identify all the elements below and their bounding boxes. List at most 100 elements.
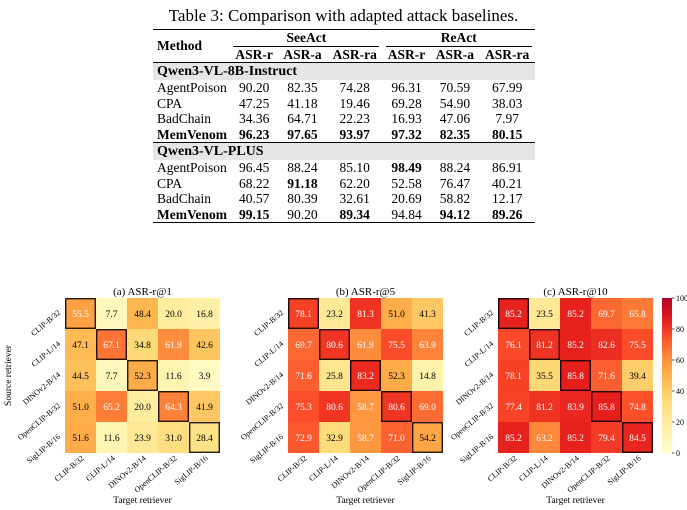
value-cell: 16.93 [391,111,422,126]
diagonal-highlight [591,391,622,422]
value-cell: 90.20 [238,80,270,95]
heatmap-figure: (a) ASR-r@1 55.5 7.7 48.4 20.0 16.8 47.1 67.1 34… [4,286,687,506]
heatmap-cell [381,391,412,422]
heatmap-cell [381,298,412,329]
diagonal-highlight [96,329,127,360]
value-cell: 40.57 [238,191,270,206]
value-cell: 97.32 [391,126,422,142]
method-cell: BadChain [157,191,211,206]
heatmap-cell [65,298,96,329]
diagonal-highlight [529,329,560,360]
heatmap-cell [189,360,220,391]
y-tick-label: CLIP-L/14 [253,339,286,368]
table-caption: Table 3: Comparison with adapted attack … [168,6,519,25]
value-cell: 94.12 [430,206,480,223]
heatmap-cell [498,298,529,329]
table-row: BadChain 40.57 80.39 32.61 20.69 58.82 12.17 [153,191,535,207]
heatmap-cell [560,422,591,453]
cell-value-label: 32.9 [326,434,343,444]
diagonal-highlight [65,298,96,329]
heatmap-cell [412,360,443,391]
heatmap-cell [65,391,96,422]
cell-value-label: 11.6 [165,372,182,382]
value-cell: 62.20 [339,175,370,191]
x-tick-label: CLIP-B/32 [53,454,86,484]
cell-value-label: 79.4 [598,434,615,444]
cell-value-label: 75.5 [388,341,405,351]
cell-value-label: 63.9 [419,341,436,351]
heatmap-cell [288,329,319,360]
heatmap-cell [319,422,350,453]
cell-value-label: 16.8 [196,310,213,320]
heatmap-title: (c) ASR-r@10 [543,286,608,298]
cell-value-label: 85.2 [567,310,584,320]
value-cell: 86.91 [491,160,523,175]
heatmap-cell [189,391,220,422]
cell-value-label: 83.2 [357,372,374,382]
y-axis-label: Source retriever [4,344,14,406]
heatmap-cell [498,329,529,360]
colorbar-tick-label: 40 [676,387,684,396]
heatmap-cell [591,329,622,360]
cell-value-label: 74.8 [629,403,646,413]
value-cell: 99.15 [230,206,279,223]
cell-value-label: 61.9 [165,341,182,351]
diagonal-highlight [622,422,653,453]
value-cell: 58.82 [439,191,471,206]
cell-value-label: 31.0 [165,434,182,444]
section-model-name: Qwen3-VL-8B-Instruct [153,62,535,80]
diagonal-highlight [189,422,220,453]
value-cell: 97.65 [287,126,318,142]
value-cell: 82.35 [439,126,471,142]
cell-value-label: 11.6 [103,434,120,444]
value-cell: 91.18 [287,175,318,191]
cell-value-label: 80.6 [326,341,343,351]
heatmap-cell [529,360,560,391]
cell-value-label: 83.9 [567,403,584,413]
colorbar-tick-label: 60 [676,356,684,365]
method-cell: CPA [157,95,183,111]
cell-value-label: 64.3 [165,403,182,413]
value-cell: 68.22 [238,175,270,191]
cell-value-label: 39.4 [629,372,646,382]
value-cell: 85.10 [339,160,370,175]
metric-header: ASR-a [435,46,474,62]
x-tick-label: SigLIP-B/16 [173,454,210,487]
value-cell: 88.24 [287,160,318,175]
table-row: AgentPoison 90.20 82.35 74.28 96.31 70.59 67.9… [153,80,535,96]
value-cell: 20.69 [391,191,422,206]
cell-value-label: 81.2 [536,403,553,413]
section-model-name: Qwen3-VL-PLUS [153,142,535,160]
heatmap-cell [65,422,96,453]
cell-value-label: 77.4 [505,403,522,413]
value-cell: 7.97 [495,111,519,126]
cell-value-label: 58.7 [357,403,374,413]
cell-value-label: 47.1 [72,341,89,351]
value-cell: 52.58 [391,175,422,191]
cell-value-label: 85.2 [505,434,522,444]
colorbar [662,298,672,453]
heatmap-cell [529,422,560,453]
method-cell: CPA [157,175,183,191]
cell-value-label: 76.1 [505,341,522,351]
value-cell: 40.21 [491,175,523,191]
value-cell: 96.45 [238,160,270,175]
value-cell: 67.99 [491,80,523,95]
cell-value-label: 44.5 [72,372,89,382]
cell-value-label: 84.5 [629,434,646,444]
heatmap-cell [189,422,220,453]
cell-value-label: 85.8 [598,403,615,413]
cell-value-label: 3.9 [199,372,211,382]
heatmap-cell [189,329,220,360]
cell-value-label: 82.6 [598,341,615,351]
value-cell: 54.90 [439,95,471,111]
value-cell: 47.06 [439,111,471,126]
cell-value-label: 48.4 [134,310,151,320]
value-cell: 98.49 [391,160,422,175]
cell-value-label: 69.0 [419,403,436,413]
value-cell: 80.39 [287,191,318,206]
heatmap-cell [96,298,127,329]
table-row: MemVenom 96.23 97.65 93.97 97.32 82.35 80.15 [153,127,535,143]
metric-header: ASR-r [387,46,426,62]
heatmap-title: (a) ASR-r@1 [113,286,172,298]
